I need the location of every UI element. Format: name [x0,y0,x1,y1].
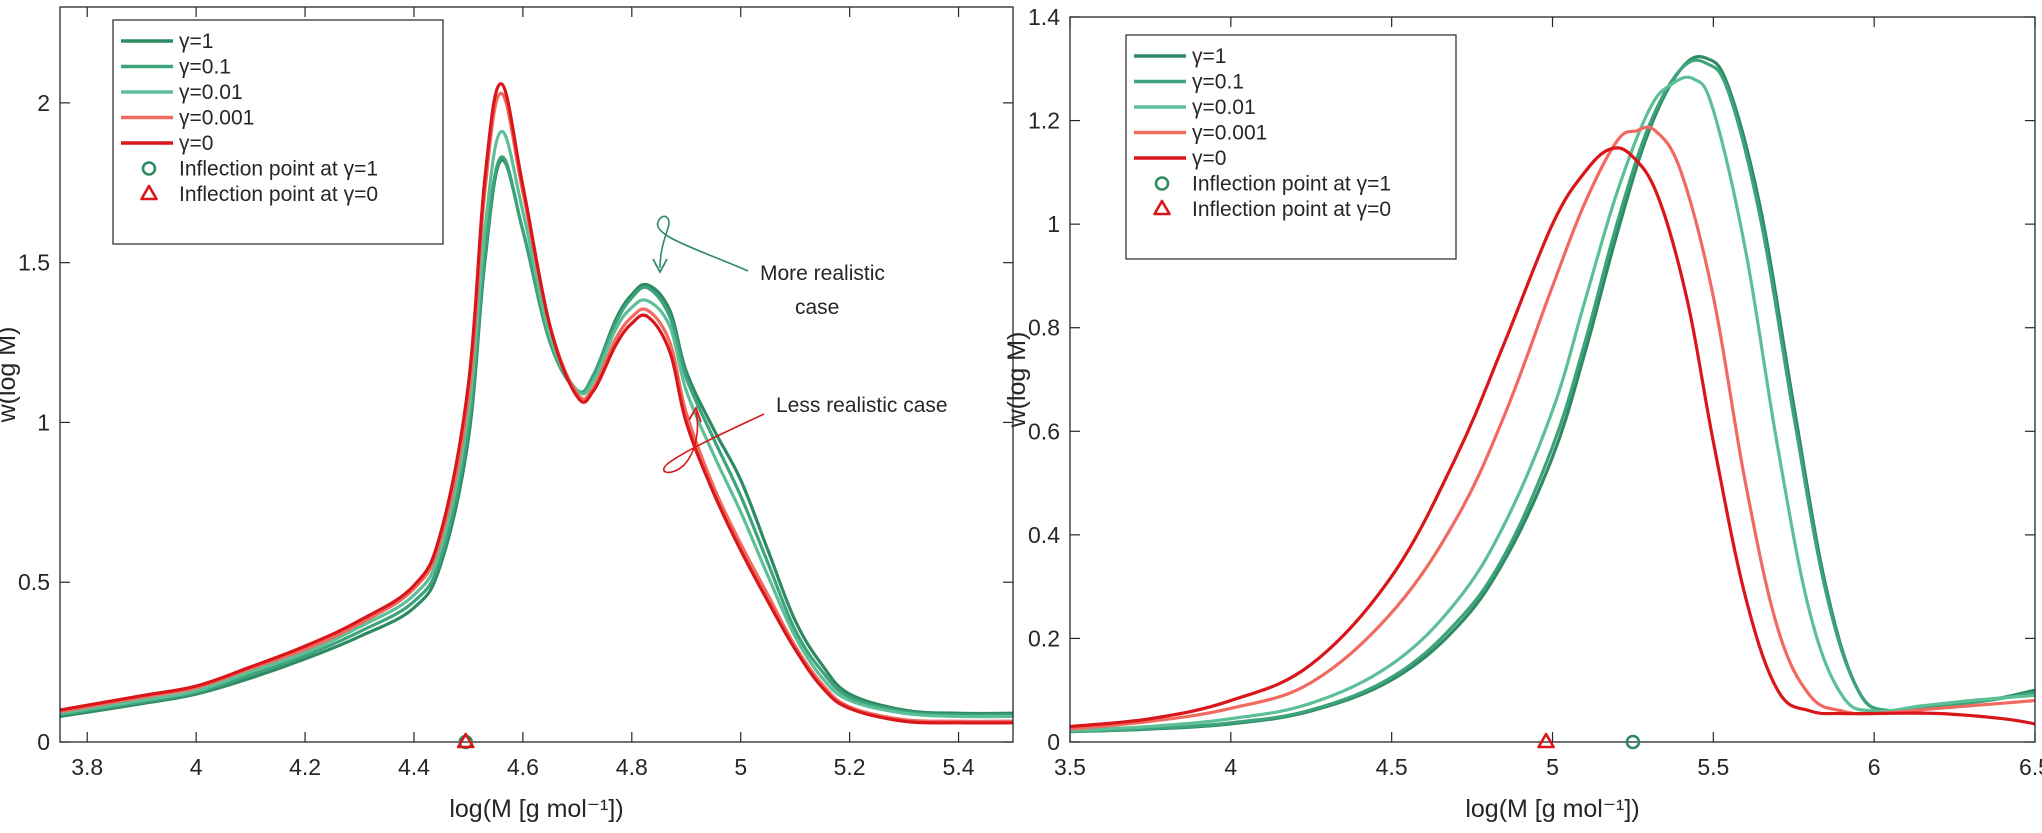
right-legend-label: γ=0 [1192,147,1226,170]
left-legend-label: γ=0.001 [179,107,254,130]
right-xtick-label: 5.5 [1697,754,1729,780]
right-series-line-2 [1070,75,2035,733]
right-xtick-label: 6 [1868,754,1881,780]
right-ytick-label: 1 [1047,211,1060,237]
less-realistic-arrow [663,411,765,474]
left-ytick-label: 0 [37,729,50,755]
right-ytick-label: 0.4 [1028,522,1060,548]
right-inflection-marker-triangle [1537,732,1555,749]
left-ytick-label: 1 [37,409,50,435]
left-series-line-2 [60,130,1013,719]
right-legend-label: γ=0.01 [1192,96,1256,119]
left-legend-label: γ=0.1 [179,56,231,79]
right-inflection-marker-circle [1625,734,1641,750]
left-xtick-label: 5.4 [943,754,975,780]
right-xtick-label: 5 [1546,754,1559,780]
left-xtick-label: 4 [190,754,203,780]
more-realistic-arrow [656,215,749,272]
left-inflection-marker-triangle [456,732,475,749]
right-legend [1125,34,1457,260]
more-realistic-arrowhead [652,258,668,274]
less-realistic-arrowhead [688,405,702,423]
right-ytick-label: 0.6 [1028,418,1060,444]
left-legend-marker-triangle [140,184,158,201]
left-axes-box [59,6,1014,743]
right-legend-marker-triangle [1153,199,1171,216]
right-xtick-label: 6.5 [2019,754,2042,780]
left-legend-label: Inflection point at γ=1 [179,158,378,181]
right-series-line-3 [1070,125,2035,731]
left-series-line-3 [60,91,1013,723]
right-ytick-label: 0.2 [1028,625,1060,651]
left-series-line-4 [60,82,1013,725]
left-ytick-label: 1.5 [18,250,50,276]
left-legend-label: Inflection point at γ=0 [179,183,378,206]
right-ytick-label: 1.2 [1028,108,1060,134]
right-legend-label: γ=0.1 [1192,71,1244,94]
right-y-axis-label: w(log M) [1003,332,1031,429]
right-x-axis-label: log(M [g mol⁻¹]) [1465,795,1639,823]
right-legend-marker-circle [1154,176,1170,191]
left-legend-label: γ=0.01 [179,81,243,104]
right-xtick-label: 3.5 [1054,754,1086,780]
left-y-axis-label: w(log M) [0,327,21,424]
left-xtick-label: 4.6 [507,754,539,780]
left-annotation-text: Less realistic case [776,394,948,417]
left-annotation-text: More realistic [760,262,885,285]
left-xtick-label: 4.2 [289,754,321,780]
left-xtick-label: 4.4 [398,754,430,780]
left-ytick-label: 0.5 [18,569,50,595]
right-legend-label: Inflection point at γ=0 [1192,198,1391,221]
right-series-line-4 [1070,146,2035,729]
left-legend-label: γ=0 [179,132,213,155]
right-ytick-label: 1.4 [1028,4,1060,30]
left-xtick-label: 4.8 [616,754,648,780]
left-xtick-label: 3.8 [71,754,103,780]
right-xtick-label: 4.5 [1376,754,1408,780]
left-legend [112,19,444,245]
left-ytick-label: 2 [37,90,50,116]
left-annotation-text: case [795,296,839,319]
right-legend-label: Inflection point at γ=1 [1192,173,1391,196]
right-ytick-label: 0.8 [1028,315,1060,341]
left-legend-label: γ=1 [179,30,213,53]
right-series-line-1 [1070,58,2035,734]
left-xtick-label: 5 [734,754,747,780]
right-xtick-label: 4 [1224,754,1237,780]
left-xtick-label: 5.2 [834,754,866,780]
left-legend-marker-circle [141,161,157,176]
right-legend-label: γ=1 [1192,45,1226,68]
right-legend-label: γ=0.001 [1192,122,1267,145]
left-x-axis-label: log(M [g mol⁻¹]) [449,795,623,823]
right-ytick-label: 0 [1047,729,1060,755]
